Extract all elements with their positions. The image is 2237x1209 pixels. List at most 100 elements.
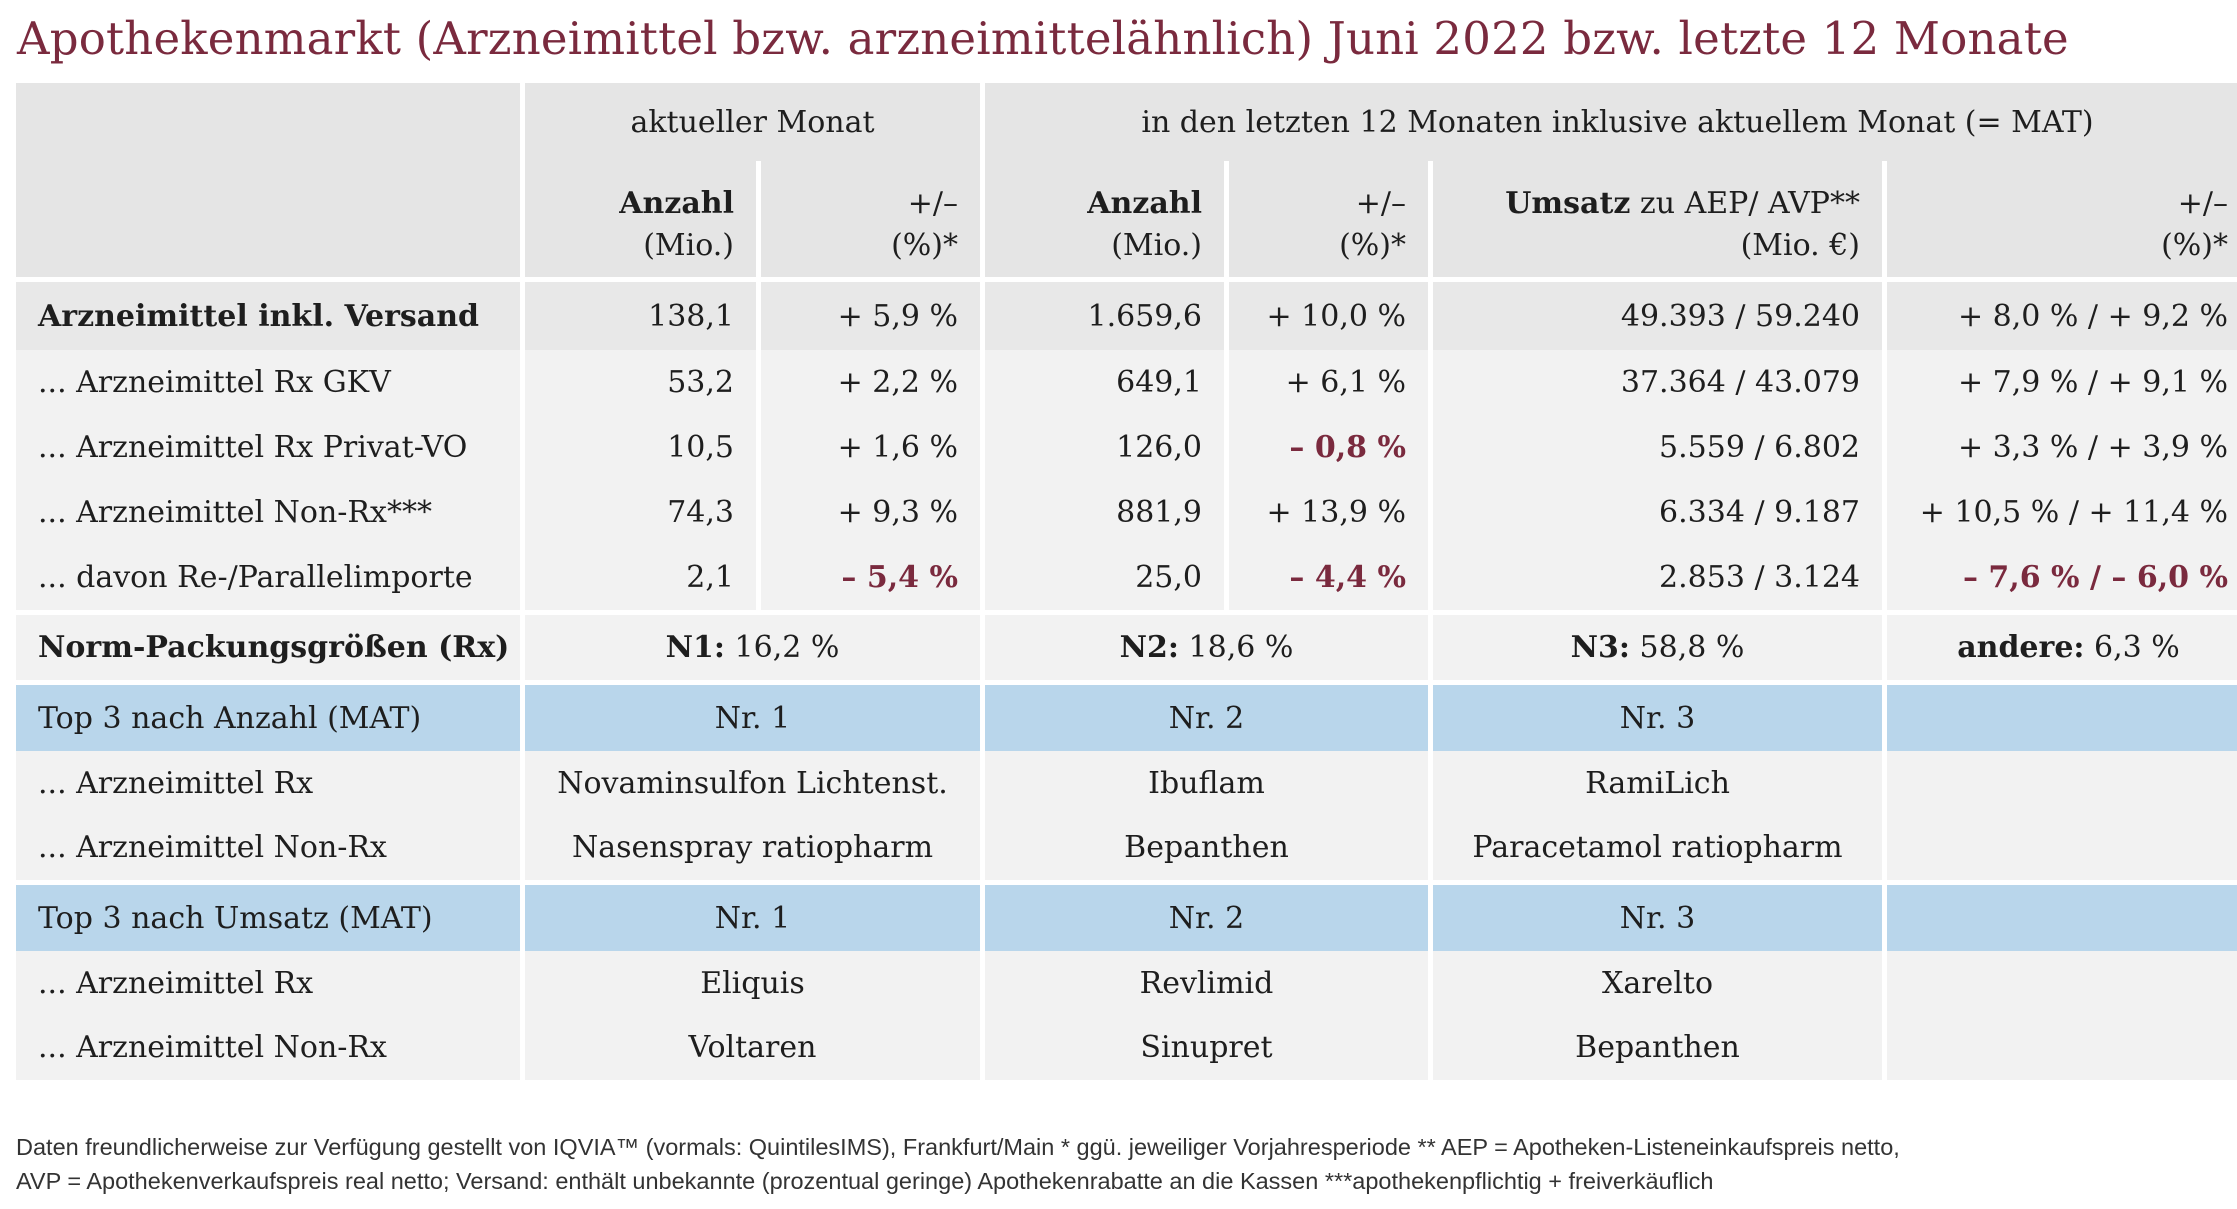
- top-anzahl-rx-1: Novaminsulfon Lichtenst.: [525, 751, 980, 815]
- cell-anzahl-current: 138,1: [525, 282, 756, 350]
- top-umsatz-nonrx-2: Sinupret: [985, 1015, 1428, 1080]
- empty-cell: [1887, 951, 2237, 1015]
- cell-umsatz: 37.364 / 43.079: [1433, 350, 1882, 415]
- page-title: Apothekenmarkt (Arzneimittel bzw. arznei…: [17, 12, 2069, 65]
- row-label: ... davon Re-/Parallelimporte: [16, 545, 520, 610]
- top-umsatz-nonrx-3: Bepanthen: [1433, 1015, 1882, 1080]
- norm-label: Norm-Packungsgrößen (Rx): [16, 615, 520, 680]
- cell-umsatz: 49.393 / 59.240: [1433, 282, 1882, 350]
- top-umsatz-nr2: Nr. 2: [985, 885, 1428, 951]
- row-label: Arzneimittel inkl. Versand: [16, 282, 520, 350]
- norm-n1-value: 16,2 %: [725, 630, 840, 665]
- header-pct-label: (%)*: [891, 228, 958, 263]
- top-anzahl-nonrx-1: Nasenspray ratiopharm: [525, 815, 980, 880]
- header-pct-label: (%)*: [2161, 228, 2228, 263]
- header-corner: [16, 83, 520, 277]
- header-mio-label: (Mio.): [1111, 228, 1202, 263]
- header-pct-umsatz: +/– (%)*: [1887, 161, 2237, 277]
- header-current-month: aktueller Monat: [525, 83, 980, 161]
- header-mat: in den letzten 12 Monaten inklusive aktu…: [985, 83, 2237, 161]
- top-umsatz-nr1: Nr. 1: [525, 885, 980, 951]
- header-mio-label: (Mio.): [643, 228, 734, 263]
- header-anzahl-label: Anzahl: [1087, 186, 1202, 221]
- top-anzahl-nr1: Nr. 1: [525, 685, 980, 751]
- cell-pct-mat: + 13,9 %: [1229, 480, 1428, 545]
- header-mio-eur-label: (Mio. €): [1740, 228, 1860, 263]
- header-pct-label: (%)*: [1339, 228, 1406, 263]
- cell-pct-mat: – 4,4 %: [1229, 545, 1428, 610]
- cell-pct-umsatz: + 3,3 % / + 3,9 %: [1887, 415, 2237, 480]
- top-anzahl-title: Top 3 nach Anzahl (MAT): [16, 685, 520, 751]
- header-plusminus-label: +/–: [907, 186, 958, 221]
- header-umsatz-bold: Umsatz: [1505, 186, 1631, 221]
- top-umsatz-nr3: Nr. 3: [1433, 885, 1882, 951]
- cell-pct-current: + 1,6 %: [761, 415, 980, 480]
- cell-umsatz: 6.334 / 9.187: [1433, 480, 1882, 545]
- norm-n3-key: N3:: [1570, 630, 1630, 665]
- top-umsatz-rx-3: Xarelto: [1433, 951, 1882, 1015]
- norm-n1: N1: 16,2 %: [525, 615, 980, 680]
- top-umsatz-nonrx-label: ... Arzneimittel Non-Rx: [16, 1015, 520, 1080]
- cell-pct-current: + 9,3 %: [761, 480, 980, 545]
- row-label: ... Arzneimittel Rx Privat-VO: [16, 415, 520, 480]
- top-umsatz-title: Top 3 nach Umsatz (MAT): [16, 885, 520, 951]
- cell-pct-umsatz: + 7,9 % / + 9,1 %: [1887, 350, 2237, 415]
- top-anzahl-rx-2: Ibuflam: [985, 751, 1428, 815]
- header-pct-current: +/– (%)*: [761, 161, 980, 277]
- header-umsatz: Umsatz zu AEP/ AVP** (Mio. €): [1433, 161, 1882, 277]
- norm-n2-key: N2:: [1119, 630, 1179, 665]
- cell-pct-current: + 5,9 %: [761, 282, 980, 350]
- cell-anzahl-mat: 649,1: [985, 350, 1224, 415]
- cell-pct-umsatz: + 8,0 % / + 9,2 %: [1887, 282, 2237, 350]
- top-umsatz-rx-label: ... Arzneimittel Rx: [16, 951, 520, 1015]
- empty-cell: [1887, 751, 2237, 815]
- norm-andere: andere: 6,3 %: [1887, 615, 2237, 680]
- top-anzahl-nonrx-label: ... Arzneimittel Non-Rx: [16, 815, 520, 880]
- cell-anzahl-current: 2,1: [525, 545, 756, 610]
- header-anzahl-mat: Anzahl (Mio.): [985, 161, 1224, 277]
- header-umsatz-label: Umsatz zu AEP/ AVP**: [1505, 183, 1860, 225]
- cell-pct-umsatz: + 10,5 % / + 11,4 %: [1887, 480, 2237, 545]
- top-anzahl-rx-label: ... Arzneimittel Rx: [16, 751, 520, 815]
- cell-pct-current: – 5,4 %: [761, 545, 980, 610]
- top-anzahl-nr2: Nr. 2: [985, 685, 1428, 751]
- cell-pct-mat: + 10,0 %: [1229, 282, 1428, 350]
- top-anzahl-nr3: Nr. 3: [1433, 685, 1882, 751]
- cell-pct-mat: – 0,8 %: [1229, 415, 1428, 480]
- top-umsatz-rx-2: Revlimid: [985, 951, 1428, 1015]
- cell-pct-umsatz: – 7,6 % / – 6,0 %: [1887, 545, 2237, 610]
- empty-cell: [1887, 1015, 2237, 1080]
- cell-anzahl-mat: 126,0: [985, 415, 1224, 480]
- norm-n3-value: 58,8 %: [1630, 630, 1745, 665]
- cell-anzahl-current: 74,3: [525, 480, 756, 545]
- norm-andere-key: andere:: [1957, 630, 2085, 665]
- cell-anzahl-mat: 881,9: [985, 480, 1224, 545]
- header-plusminus-label: +/–: [1355, 186, 1406, 221]
- norm-n1-key: N1:: [665, 630, 725, 665]
- row-label: ... Arzneimittel Rx GKV: [16, 350, 520, 415]
- norm-n3: N3: 58,8 %: [1433, 615, 1882, 680]
- row-label: ... Arzneimittel Non-Rx***: [16, 480, 520, 545]
- top-anzahl-rx-3: RamiLich: [1433, 751, 1882, 815]
- norm-n2: N2: 18,6 %: [985, 615, 1428, 680]
- norm-andere-value: 6,3 %: [2084, 630, 2180, 665]
- top-anzahl-nonrx-2: Bepanthen: [985, 815, 1428, 880]
- top-umsatz-rx-1: Eliquis: [525, 951, 980, 1015]
- market-table: aktueller Monat in den letzten 12 Monate…: [16, 83, 2237, 1107]
- empty-cell: [1887, 815, 2237, 880]
- header-plusminus-label: +/–: [2177, 186, 2228, 221]
- header-umsatz-rest: zu AEP/ AVP**: [1630, 186, 1860, 221]
- cell-anzahl-current: 53,2: [525, 350, 756, 415]
- norm-n2-value: 18,6 %: [1179, 630, 1294, 665]
- footnote-line-2: AVP = Apothekenverkaufspreis real netto;…: [16, 1168, 1714, 1194]
- cell-anzahl-current: 10,5: [525, 415, 756, 480]
- cell-umsatz: 2.853 / 3.124: [1433, 545, 1882, 610]
- cell-pct-mat: + 6,1 %: [1229, 350, 1428, 415]
- header-anzahl-current: Anzahl (Mio.): [525, 161, 756, 277]
- top-anzahl-nonrx-3: Paracetamol ratiopharm: [1433, 815, 1882, 880]
- header-anzahl-label: Anzahl: [619, 186, 734, 221]
- top-anzahl-empty: [1887, 685, 2237, 751]
- top-umsatz-empty: [1887, 885, 2237, 951]
- cell-pct-current: + 2,2 %: [761, 350, 980, 415]
- footnote: Daten freundlicherweise zur Verfügung ge…: [16, 1130, 2226, 1198]
